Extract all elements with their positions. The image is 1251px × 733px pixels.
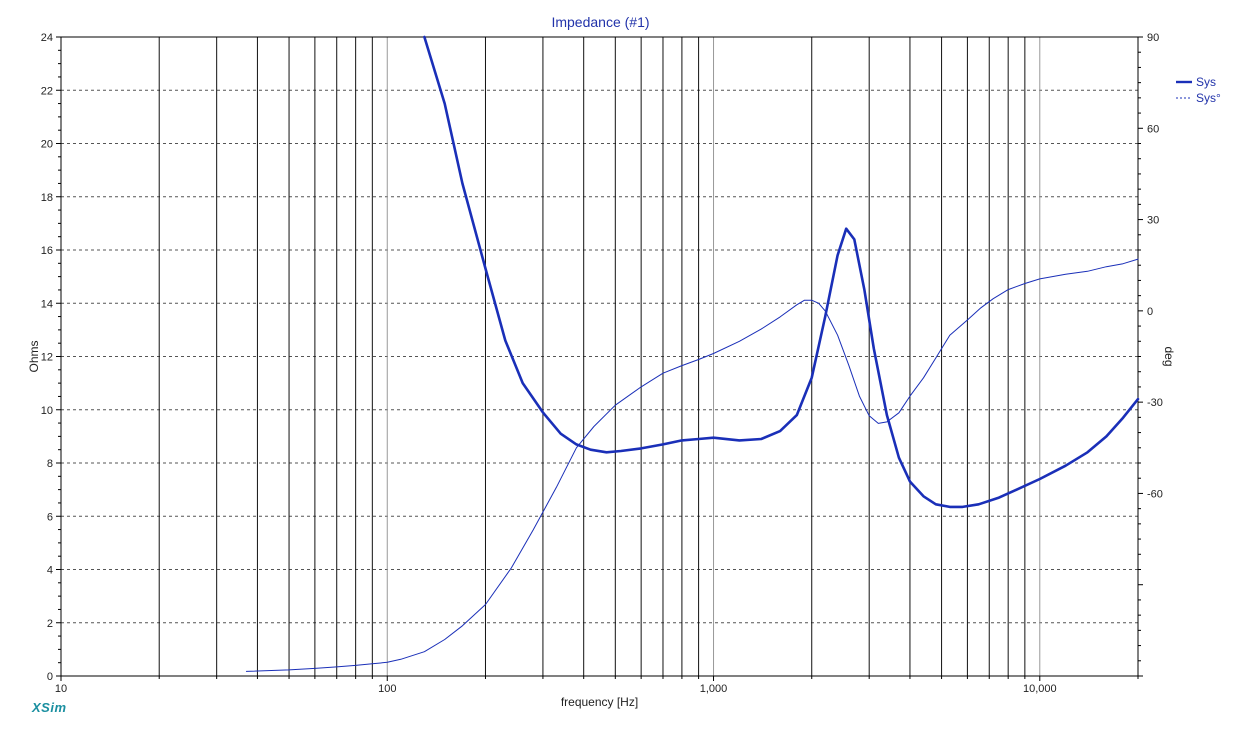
x-tick-label: 10,000 <box>1023 683 1057 695</box>
y-axis-label: Ohms <box>27 340 41 372</box>
x-tick-label: 10 <box>55 683 67 695</box>
y2-axis-label: deg <box>1162 346 1176 366</box>
y-tick-label: 10 <box>41 405 53 417</box>
y-tick-label: 2 <box>47 618 53 630</box>
y-tick-label: 4 <box>47 565 53 577</box>
y2-tick-label: 60 <box>1147 123 1159 135</box>
x-tick-label: 100 <box>378 683 396 695</box>
y-tick-label: 14 <box>41 298 53 310</box>
legend-label: Sys° <box>1196 91 1221 105</box>
y2-tick-label: 90 <box>1147 32 1159 44</box>
y-tick-label: 6 <box>47 511 53 523</box>
y2-tick-label: -30 <box>1147 397 1163 409</box>
plot-frame <box>60 36 1139 677</box>
y-tick-label: 0 <box>47 671 53 683</box>
chart-title: Impedance (#1) <box>551 14 650 30</box>
y-tick-label: 16 <box>41 245 53 257</box>
xsim-logo: XSim <box>32 700 67 715</box>
y2-tick-label: 30 <box>1147 215 1159 227</box>
y-tick-label: 18 <box>41 192 53 204</box>
y-tick-label: 24 <box>41 32 53 44</box>
y-tick-label: 8 <box>47 458 53 470</box>
series-line-impedance <box>423 35 1140 509</box>
x-tick-label: 1,000 <box>700 683 728 695</box>
series-line-phase <box>245 258 1139 672</box>
y-tick-label: 22 <box>41 85 53 97</box>
y-tick-label: 20 <box>41 139 53 151</box>
legend-label: Sys <box>1196 75 1216 89</box>
y2-tick-label: 0 <box>1147 306 1153 318</box>
y-tick-label: 12 <box>41 352 53 364</box>
legend: Sys Sys° <box>1176 75 1221 105</box>
y2-tick-label: -60 <box>1147 488 1163 500</box>
x-axis-label: frequency [Hz] <box>561 695 638 709</box>
